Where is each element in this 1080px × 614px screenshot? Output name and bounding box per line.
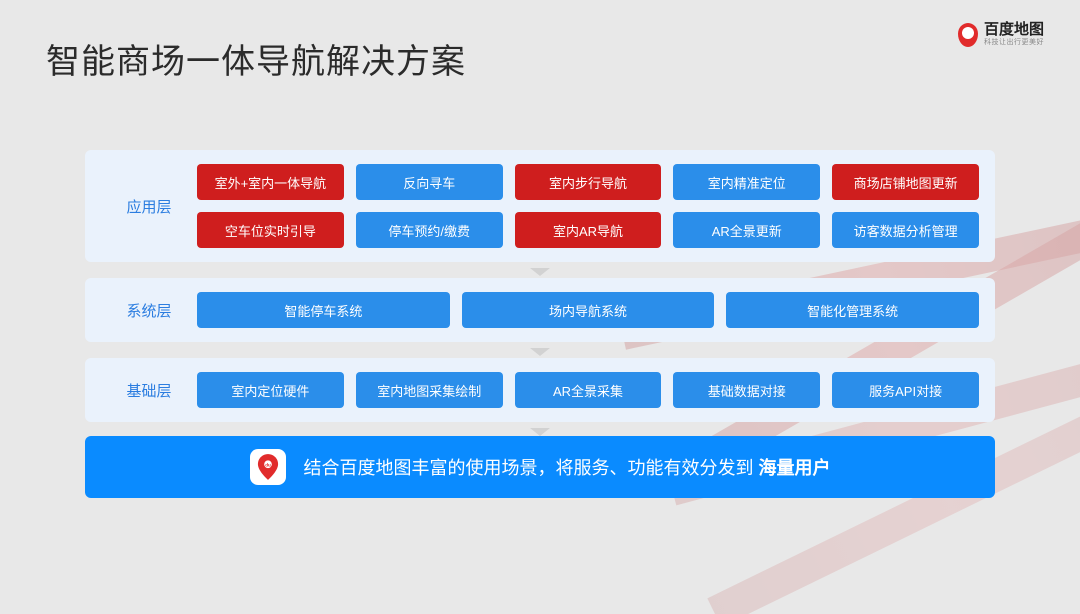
capability-cell: 商场店铺地图更新: [832, 164, 979, 200]
layer-body: 室外+室内一体导航反向寻车室内步行导航室内精准定位商场店铺地图更新空车位实时引导…: [197, 164, 979, 248]
layer-row: 空车位实时引导停车预约/缴费室内AR导航 AR全景更新访客数据分析管理: [197, 212, 979, 248]
capability-cell: 室内步行导航: [515, 164, 662, 200]
baidu-map-app-icon: du: [250, 449, 286, 485]
capability-cell: 室内地图采集绘制: [356, 372, 503, 408]
layer-label: 基础层: [101, 380, 197, 401]
capability-cell: AR全景更新: [673, 212, 820, 248]
layer-0: 应用层室外+室内一体导航反向寻车室内步行导航室内精准定位商场店铺地图更新空车位实…: [85, 150, 995, 262]
brand-logo: 百度地图 科技让出行更美好: [958, 22, 1044, 47]
brand-name: 百度地图: [984, 22, 1044, 37]
architecture-layers: 应用层室外+室内一体导航反向寻车室内步行导航室内精准定位商场店铺地图更新空车位实…: [85, 150, 995, 438]
capability-cell: 智能化管理系统: [726, 292, 979, 328]
layer-2: 基础层室内定位硬件室内地图采集绘制 AR全景采集基础数据对接服务API对接: [85, 358, 995, 422]
brand-tagline: 科技让出行更美好: [984, 37, 1044, 47]
layer-body: 智能停车系统场内导航系统智能化管理系统: [197, 292, 979, 328]
layer-1: 系统层智能停车系统场内导航系统智能化管理系统: [85, 278, 995, 342]
chevron-down-icon: [530, 268, 550, 276]
capability-cell: 室外+室内一体导航: [197, 164, 344, 200]
bottom-banner: du 结合百度地图丰富的使用场景，将服务、功能有效分发到 海量用户: [85, 436, 995, 498]
capability-cell: 智能停车系统: [197, 292, 450, 328]
capability-cell: AR全景采集: [515, 372, 662, 408]
capability-cell: 服务API对接: [832, 372, 979, 408]
capability-cell: 基础数据对接: [673, 372, 820, 408]
capability-cell: 室内AR导航: [515, 212, 662, 248]
page-title: 智能商场一体导航解决方案: [46, 34, 466, 83]
banner-prefix: 结合百度地图丰富的使用场景，将服务、功能有效分发到: [304, 458, 759, 478]
layer-row: 室内定位硬件室内地图采集绘制 AR全景采集基础数据对接服务API对接: [197, 372, 979, 408]
capability-cell: 室内定位硬件: [197, 372, 344, 408]
capability-cell: 场内导航系统: [462, 292, 715, 328]
map-pin-icon: [958, 23, 978, 47]
capability-cell: 空车位实时引导: [197, 212, 344, 248]
capability-cell: 访客数据分析管理: [832, 212, 979, 248]
chevron-down-icon: [530, 348, 550, 356]
layer-body: 室内定位硬件室内地图采集绘制 AR全景采集基础数据对接服务API对接: [197, 372, 979, 408]
banner-emphasis: 海量用户: [759, 458, 831, 478]
chevron-down-icon: [530, 428, 550, 436]
layer-label: 系统层: [101, 300, 197, 321]
capability-cell: 室内精准定位: [673, 164, 820, 200]
svg-text:du: du: [265, 463, 271, 468]
capability-cell: 反向寻车: [356, 164, 503, 200]
layer-row: 室外+室内一体导航反向寻车室内步行导航室内精准定位商场店铺地图更新: [197, 164, 979, 200]
banner-text: 结合百度地图丰富的使用场景，将服务、功能有效分发到 海量用户: [304, 454, 831, 480]
layer-row: 智能停车系统场内导航系统智能化管理系统: [197, 292, 979, 328]
layer-label: 应用层: [101, 196, 197, 217]
capability-cell: 停车预约/缴费: [356, 212, 503, 248]
